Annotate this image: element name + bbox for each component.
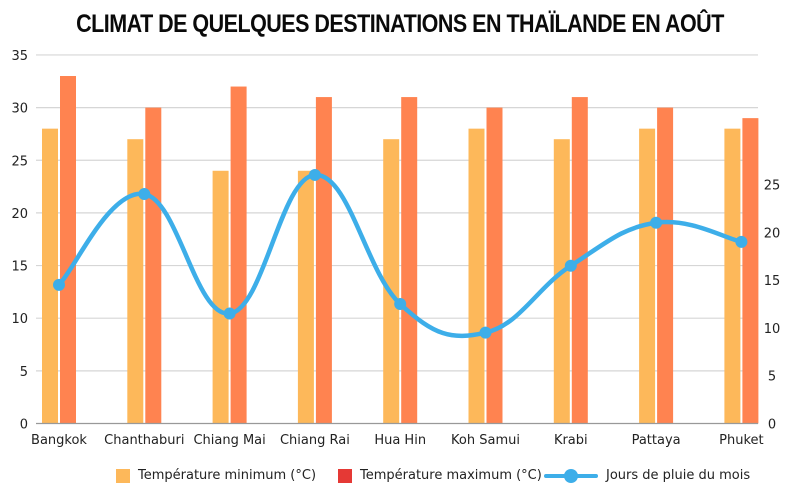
bar-max-temp[interactable]	[486, 107, 503, 424]
rain-line-marker-icon	[544, 468, 598, 483]
y-tick-left: 25	[11, 154, 28, 169]
legend-min-label: Température minimum (°C)	[138, 468, 317, 483]
y-tick-right: 0	[768, 418, 776, 433]
bar-max-temp[interactable]	[315, 97, 332, 424]
y-tick-left: 20	[11, 207, 28, 222]
y-tick-left: 5	[20, 365, 28, 380]
bar-min-temp[interactable]	[212, 170, 229, 424]
bar-max-temp[interactable]	[401, 97, 418, 424]
rain-point[interactable]	[479, 326, 492, 339]
bar-min-temp[interactable]	[297, 170, 314, 424]
x-tick-label: Phuket	[719, 433, 763, 448]
y-axis-left-labels: 0 5 10 15 20 25 30 35	[11, 49, 28, 433]
y-tick-right: 25	[764, 179, 781, 194]
bar-min-temp[interactable]	[127, 139, 144, 424]
rain-point[interactable]	[223, 307, 236, 320]
y-tick-right: 20	[764, 226, 781, 241]
bar-min-temp[interactable]	[383, 139, 400, 424]
rain-point[interactable]	[308, 168, 321, 181]
x-tick-label: Hua Hin	[374, 433, 426, 448]
y-tick-left: 15	[11, 260, 28, 275]
rain-point[interactable]	[564, 259, 577, 272]
bar-min-temp[interactable]	[724, 128, 741, 424]
rain-point[interactable]	[53, 278, 65, 291]
rain-point[interactable]	[138, 188, 151, 201]
bar-series	[42, 76, 759, 424]
bar-min-temp[interactable]	[553, 139, 570, 424]
y-tick-left: 30	[11, 102, 28, 117]
x-tick-label: Chiang Rai	[280, 433, 350, 448]
rain-point[interactable]	[394, 298, 407, 310]
y-tick-right: 10	[764, 322, 781, 337]
x-tick-label: Pattaya	[632, 433, 681, 448]
legend-item-rain[interactable]: Jours de pluie du mois	[544, 468, 750, 483]
rain-point[interactable]	[650, 216, 663, 229]
x-tick-label: Chanthaburi	[104, 433, 184, 448]
x-tick-label: Chiang Mai	[193, 433, 265, 448]
bar-max-temp[interactable]	[60, 76, 76, 424]
legend-max-label: Température maximum (°C)	[360, 468, 542, 483]
y-tick-left: 10	[11, 312, 28, 327]
bar-max-temp[interactable]	[742, 118, 759, 424]
x-tick-label: Bangkok	[31, 433, 87, 448]
y-tick-left: 0	[20, 418, 28, 433]
legend-item-min[interactable]: Température minimum (°C)	[116, 468, 316, 483]
legend: Température minimum (°C) Température max…	[0, 468, 800, 492]
chart-plot-area: 0 5 10 15 20 25 30 35 0 5 10 15 20 25 Bangkok Chantha…	[11, 49, 781, 448]
bar-max-temp[interactable]	[230, 86, 247, 424]
rain-days-points	[53, 168, 748, 339]
bar-max-temp[interactable]	[657, 107, 674, 424]
rain-point[interactable]	[735, 235, 748, 248]
y-tick-right: 5	[768, 370, 776, 385]
y-axis-right-labels: 0 5 10 15 20 25	[764, 179, 781, 433]
bar-max-temp[interactable]	[145, 107, 162, 424]
bar-min-temp[interactable]	[468, 128, 485, 424]
max-temp-swatch-icon	[338, 468, 352, 483]
bar-min-temp[interactable]	[42, 128, 58, 424]
y-tick-right: 15	[764, 274, 781, 289]
legend-rain-label: Jours de pluie du mois	[606, 468, 751, 483]
x-axis-labels: Bangkok Chanthaburi Chiang Mai Chiang Rai Hu…	[31, 433, 764, 448]
legend-item-max[interactable]: Température maximum (°C)	[338, 468, 542, 483]
rain-days-line	[56, 172, 744, 339]
x-tick-label: Krabi	[554, 433, 588, 448]
min-temp-swatch-icon	[116, 468, 130, 483]
x-tick-label: Koh Samui	[451, 433, 520, 448]
y-tick-left: 35	[11, 49, 28, 64]
bar-min-temp[interactable]	[639, 128, 656, 424]
chart-title: CLIMAT DE QUELQUES DESTINATIONS EN THAÏL…	[76, 10, 724, 38]
